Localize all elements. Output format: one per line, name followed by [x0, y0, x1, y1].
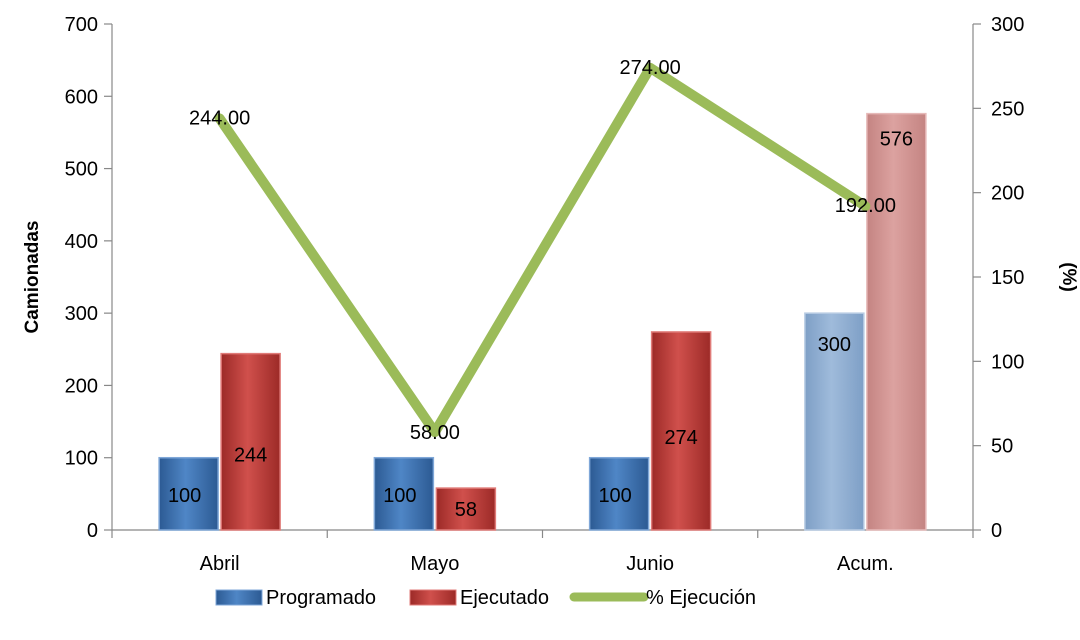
- line-data-label: 274.00: [620, 57, 681, 79]
- y-right-tick-label: 250: [991, 98, 1024, 120]
- bar-data-label: 576: [880, 129, 913, 151]
- bar-data-label: 300: [818, 334, 851, 356]
- legend-swatch: [410, 590, 456, 605]
- line-percent-ejecucion: [220, 68, 866, 432]
- line-series: [220, 68, 866, 433]
- bar-ejecutado-3: [867, 114, 926, 530]
- y-left-tick-label: 100: [65, 448, 98, 470]
- bar-data-label: 100: [168, 485, 201, 507]
- bar-ejecutado-0: [221, 354, 280, 530]
- legend-item-ejecutado: Ejecutado: [410, 587, 549, 609]
- line-data-label: 244.00: [189, 107, 250, 129]
- y-left-tick-label: 400: [65, 231, 98, 253]
- y-left-tick-label: 200: [65, 375, 98, 397]
- y-left-tick-label: 600: [65, 86, 98, 108]
- bar-data-label: 58: [455, 499, 477, 521]
- y-left-tick-label: 700: [65, 14, 98, 36]
- legend-label: % Ejecución: [646, 587, 756, 609]
- y-right-tick-label: 0: [991, 520, 1002, 542]
- line-data-label: 58.00: [410, 422, 460, 444]
- y-left-tick-label: 0: [87, 520, 98, 542]
- y-right-tick-label: 100: [991, 351, 1024, 373]
- bar-data-label: 244: [234, 445, 267, 467]
- bar-data-label: 274: [664, 427, 697, 449]
- legend-item--ejecuci-n: % Ejecución: [574, 587, 756, 609]
- legend-item-programado: Programado: [216, 587, 376, 609]
- legend-label: Ejecutado: [460, 587, 549, 609]
- y-right-tick-label: 300: [991, 14, 1024, 36]
- y-left-tick-label: 300: [65, 303, 98, 325]
- y-axis-right-title: (%): [1058, 262, 1079, 292]
- x-tick-label: Abril: [200, 553, 240, 575]
- y-right-tick-label: 150: [991, 267, 1024, 289]
- bar-data-label: 100: [598, 485, 631, 507]
- legend-label: Programado: [266, 587, 376, 609]
- y-left-tick-label: 500: [65, 159, 98, 181]
- x-tick-label: Junio: [626, 553, 674, 575]
- legend-swatch: [216, 590, 262, 605]
- line-data-label: 192.00: [835, 195, 896, 217]
- x-tick-label: Acum.: [837, 553, 894, 575]
- y-right-tick-label: 200: [991, 183, 1024, 205]
- legend: Programado Ejecutado % Ejecución: [216, 587, 756, 609]
- bar-data-label: 100: [383, 485, 416, 507]
- x-tick-label: Mayo: [410, 553, 459, 575]
- y-right-tick-label: 50: [991, 436, 1013, 458]
- y-axis-left-title: Camionadas: [22, 221, 43, 334]
